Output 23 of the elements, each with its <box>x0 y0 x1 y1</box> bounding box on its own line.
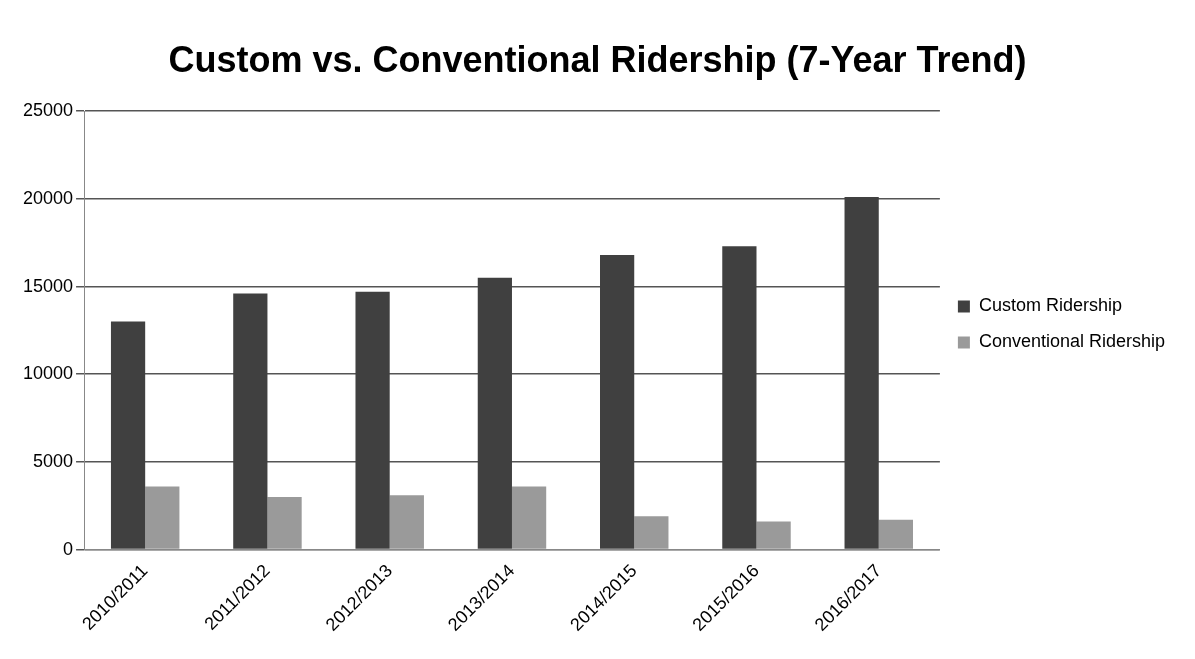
y-tick-label: 15000 <box>22 275 74 296</box>
y-tick-label: 25000 <box>22 100 74 121</box>
bar <box>110 321 146 549</box>
chart-title: Custom vs. Conventional Ridership (7-Year Trend) <box>168 38 1027 80</box>
bar <box>511 486 547 549</box>
bar <box>634 516 669 549</box>
bar <box>722 246 757 549</box>
bar <box>389 495 424 549</box>
bar <box>878 519 913 549</box>
legend-label: Custom Ridership <box>978 295 1122 316</box>
y-tick-label: 20000 <box>22 187 74 208</box>
bar <box>145 486 180 549</box>
y-tick-label: 10000 <box>22 363 74 384</box>
bar <box>600 254 635 549</box>
legend-label: Conventional Ridership <box>978 331 1165 352</box>
bar <box>756 521 791 549</box>
bar <box>355 291 390 549</box>
y-tick-label: 0 <box>63 538 74 559</box>
y-tick-label: 5000 <box>33 450 74 471</box>
bar <box>267 496 302 549</box>
bar <box>844 197 879 549</box>
bar <box>233 293 268 549</box>
bar <box>477 277 512 549</box>
